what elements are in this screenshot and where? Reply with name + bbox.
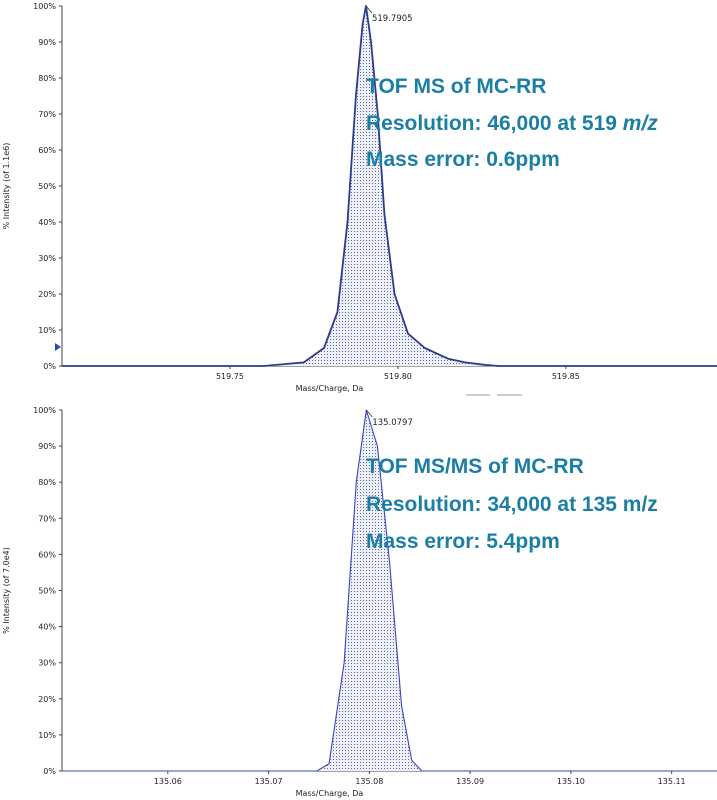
- y-tick-label: 30%: [38, 659, 56, 668]
- x-tick-label: 135.10: [557, 777, 585, 786]
- x-tick-label: 519.85: [552, 372, 580, 381]
- y-tick-label: 20%: [38, 290, 56, 299]
- y-tick-label: 0%: [43, 767, 56, 776]
- y-tick-label: 10%: [38, 326, 56, 335]
- x-axis-label: Mass/Charge, Da: [296, 384, 364, 393]
- y-tick-label: 20%: [38, 695, 56, 704]
- ms-annotation-resolution: Resolution: 46,000 at 519 m/z: [366, 112, 658, 135]
- x-tick-label: 519.75: [216, 372, 244, 381]
- ms-annotation-title: TOF MS of MC-RR: [366, 75, 547, 98]
- x-axis-label: Mass/Charge, Da: [296, 789, 364, 798]
- ms-annotation-mass-error: Mass error: 0.6ppm: [366, 148, 560, 171]
- x-tick-label: 135.06: [154, 777, 182, 786]
- y-tick-label: 60%: [38, 146, 56, 155]
- threshold-arrow-icon: [55, 343, 61, 351]
- y-tick-label: 90%: [38, 38, 56, 47]
- peak-label-leader: [365, 5, 373, 14]
- y-tick-label: 90%: [38, 442, 56, 451]
- spectrum-line: [62, 5, 717, 367]
- y-tick-label: 80%: [38, 478, 56, 487]
- y-tick-label: 100%: [33, 406, 56, 415]
- y-tick-label: 40%: [38, 218, 56, 227]
- y-tick-label: 70%: [38, 514, 56, 523]
- peak-label-leader: [366, 409, 373, 418]
- y-axis-label: % Intensity (of 1.1e6): [2, 143, 11, 230]
- x-tick-label: 135.09: [456, 777, 484, 786]
- x-tick-label: 519.80: [384, 372, 412, 381]
- chart-2: 0% 10% 20% 30% 40% 50% 60% 70% 80% 90% 100% 135.06 1…: [2, 406, 717, 798]
- y-tick-label: 0%: [43, 362, 56, 371]
- x-tick-label: 135.11: [658, 777, 686, 786]
- msms-annotation-resolution: Resolution: 34,000 at 135 m/z: [366, 493, 658, 516]
- y-tick-label: 60%: [38, 550, 56, 559]
- y-tick-label: 40%: [38, 623, 56, 632]
- y-tick-label: 80%: [38, 74, 56, 83]
- peak-area: [62, 410, 717, 771]
- y-tick-label: 50%: [38, 182, 56, 191]
- spectrum-line: [62, 409, 717, 772]
- y-tick-label: 50%: [38, 587, 56, 596]
- y-tick-label: 70%: [38, 110, 56, 119]
- y-tick-label: 10%: [38, 731, 56, 740]
- msms-annotation-title: TOF MS/MS of MC-RR: [366, 455, 584, 478]
- peak-label: 519.7905: [372, 14, 413, 24]
- peak-label: 135.0797: [372, 418, 413, 428]
- chart-1: 0% 10% 20% 30% 40% 50% 60% 70% 80% 90% 100% 519.75 5…: [2, 2, 717, 393]
- msms-annotation-mass-error: Mass error: 5.4ppm: [366, 530, 560, 553]
- x-tick-label: 135.08: [355, 777, 383, 786]
- y-axis-label: % Intensity (of 7.0e4): [2, 547, 11, 634]
- y-tick-label: 30%: [38, 254, 56, 263]
- peak-area: [62, 6, 717, 366]
- x-tick-label: 135.07: [255, 777, 283, 786]
- y-tick-label: 100%: [33, 2, 56, 11]
